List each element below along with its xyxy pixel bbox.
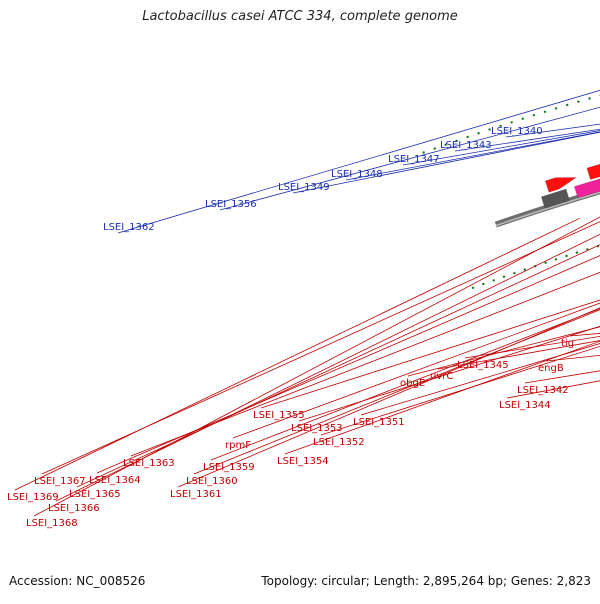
leader-line-lower xyxy=(465,152,600,358)
gene-labels: LSEI_1340LSEI_1343LSEI_1347LSEI_1348LSEI… xyxy=(7,0,600,529)
ruler-dot xyxy=(544,111,546,113)
gene-label-lower: LSEI_1368 xyxy=(26,518,78,529)
gene-label-upper: LSEI_1362 xyxy=(103,222,155,233)
leader-line-lower xyxy=(34,206,600,516)
ruler-dot-inner xyxy=(555,258,557,260)
ruler-dot-inner xyxy=(493,279,495,281)
gene-label-lower: LSEI_1360 xyxy=(186,476,238,487)
leader-line-lower xyxy=(97,155,600,473)
ruler-dot xyxy=(477,132,479,134)
ruler-dot xyxy=(466,136,468,138)
gene-label-lower: LSEI_1363 xyxy=(123,458,175,469)
gene-label-lower: LSEI_1369 xyxy=(7,492,59,503)
ruler-dot xyxy=(555,107,557,109)
ruler-dot-inner xyxy=(565,255,567,257)
gene-label-lower: LSEI_1367 xyxy=(34,476,86,487)
ruler-dot-inner xyxy=(472,287,474,289)
forward-gene-arrow xyxy=(587,161,600,179)
ruler-dot xyxy=(577,101,579,103)
ruler-dot xyxy=(522,118,524,120)
ruler-dot xyxy=(511,121,513,123)
ruler-dot-inner xyxy=(576,251,578,253)
ruler-dot-inner xyxy=(482,283,484,285)
genome-summary-text: Topology: circular; Length: 2,895,264 bp… xyxy=(261,574,591,588)
forward-gene-arrow xyxy=(545,178,576,193)
leader-line-lower xyxy=(178,125,600,487)
ruler-dot-inner xyxy=(503,276,505,278)
gene-label-lower: LSEI_1361 xyxy=(170,489,222,500)
ruler-dot xyxy=(588,97,590,99)
ruler-dot xyxy=(533,114,535,116)
ruler-dot xyxy=(434,147,436,149)
gene-label-lower: LSEI_1344 xyxy=(499,400,551,411)
gene-label-lower: LSEI_1354 xyxy=(277,456,329,467)
gene-label-upper: LSEI_1356 xyxy=(205,199,257,210)
leader-line-upper xyxy=(293,0,600,193)
map-title: Lactobacillus casei ATCC 334, complete g… xyxy=(0,9,600,24)
gene-label-lower: LSEI_1355 xyxy=(253,410,305,421)
gene-label-lower: LSEI_1352 xyxy=(313,437,365,448)
leader-line-upper xyxy=(220,0,600,210)
gene-label-lower: LSEI_1364 xyxy=(89,475,141,486)
accession-text: Accession: NC_008526 xyxy=(9,574,145,588)
gene-track xyxy=(541,0,600,209)
ruler-dot-inner xyxy=(513,272,515,274)
ruler-dot xyxy=(566,104,568,106)
leader-line-upper xyxy=(118,0,600,233)
